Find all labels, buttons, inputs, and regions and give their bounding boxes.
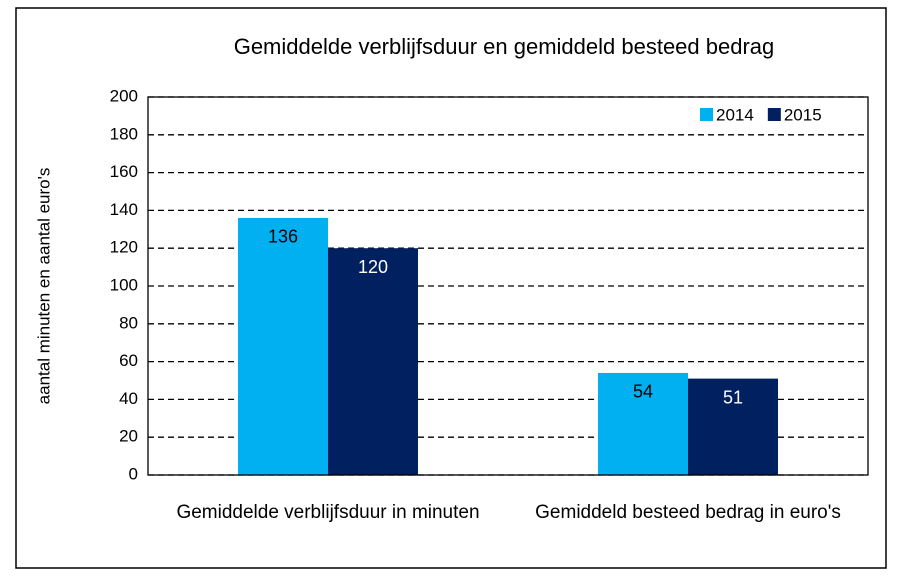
plot-border — [147, 96, 869, 476]
y-axis-label: aantal minuten en aantal euro's — [34, 168, 53, 405]
y-tick-label: 20 — [119, 427, 138, 446]
y-tick-label: 120 — [110, 238, 138, 257]
data-label: 136 — [268, 227, 298, 247]
chart-title: Gemiddelde verblijfsduur en gemiddeld be… — [234, 34, 775, 59]
legend-label: 2014 — [716, 105, 754, 124]
bar — [688, 378, 778, 475]
chart-border — [15, 7, 887, 569]
x-tick-label: Gemiddelde verblijfsduur in minuten — [176, 502, 480, 523]
legend-label: 2015 — [784, 105, 822, 124]
y-tick-label: 140 — [110, 200, 138, 219]
bar — [328, 248, 418, 475]
data-label: 51 — [723, 387, 743, 407]
y-tick-label: 60 — [119, 351, 138, 370]
y-tick-label: 160 — [110, 162, 138, 181]
y-tick-label: 180 — [110, 124, 138, 143]
bar — [598, 372, 688, 475]
x-tick-label: Gemiddeld besteed bedrag in euro's — [535, 502, 841, 523]
data-label: 120 — [358, 257, 388, 277]
data-label: 54 — [633, 382, 653, 402]
legend-swatch — [700, 108, 713, 121]
bar — [238, 217, 328, 475]
legend-swatch — [767, 108, 781, 121]
y-tick-label: 200 — [110, 86, 138, 105]
y-tick-label: 100 — [110, 275, 138, 294]
y-tick-label: 40 — [119, 389, 138, 408]
y-tick-label: 0 — [129, 464, 138, 483]
y-tick-label: 80 — [119, 313, 138, 332]
